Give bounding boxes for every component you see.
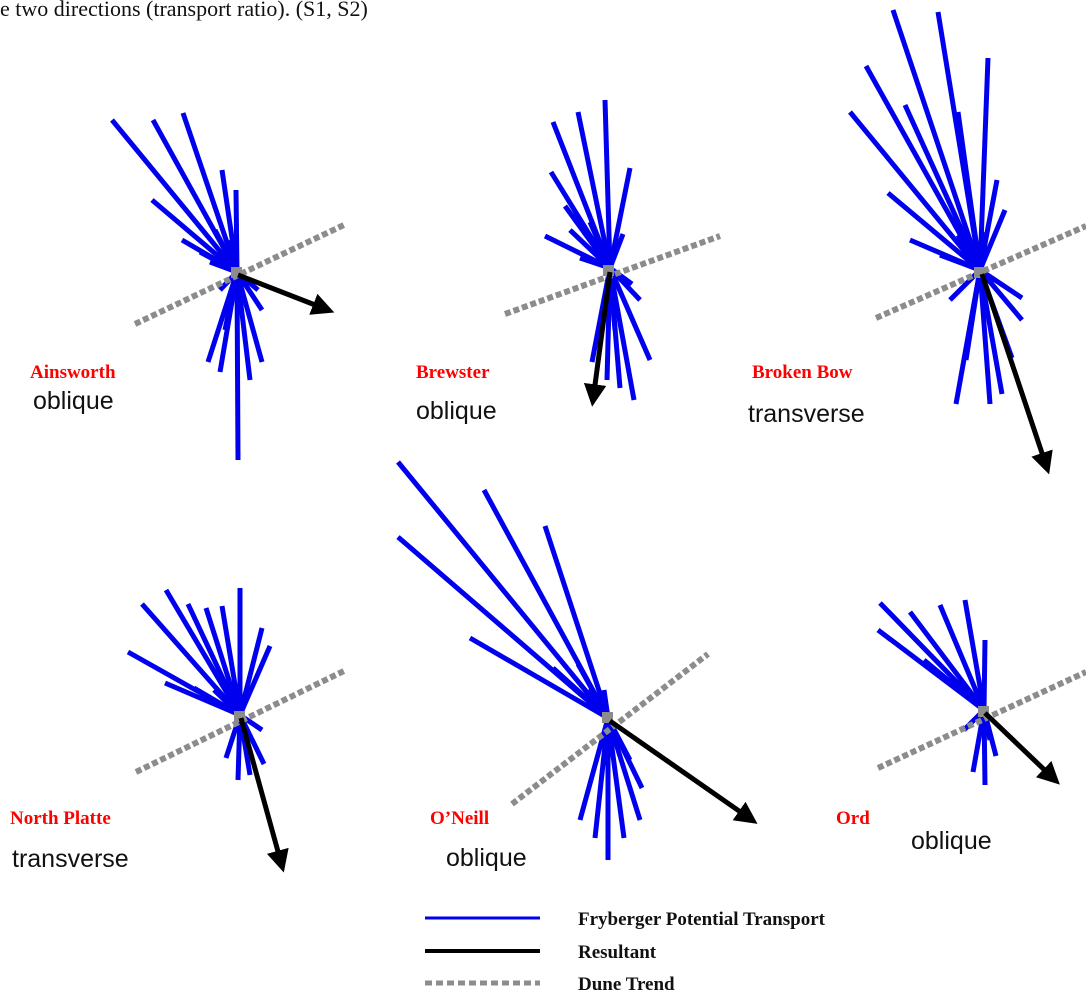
resultant-arrow (238, 717, 289, 873)
legend: Fryberger Potential Transport Resultant … (425, 909, 826, 993)
resultant-arrow (979, 273, 1053, 475)
station-name: Brewster (416, 362, 490, 383)
resultant-arrow (983, 711, 1060, 785)
dune-trend-line (510, 651, 710, 807)
station-center (974, 267, 985, 278)
dune-type-label: oblique (416, 397, 497, 425)
rose-broken-bow: Broken Bow transverse (748, 9, 1086, 475)
rose-ord: Ord oblique (836, 599, 1086, 855)
dune-trend-line (503, 233, 722, 317)
station-center (234, 711, 245, 722)
dune-trend-line (133, 221, 348, 327)
resultant-arrow (583, 271, 613, 407)
legend-dune-trend-label: Dune Trend (578, 974, 675, 993)
transport-rays (848, 9, 1024, 405)
legend-transport-label: Fryberger Potential Transport (578, 909, 826, 930)
station-name: Ainsworth (30, 362, 116, 383)
transport-rays (126, 588, 273, 781)
station-center (602, 712, 613, 723)
dune-type-label: oblique (33, 387, 114, 415)
station-name: North Platte (10, 808, 111, 829)
rose-oneill: O’Neill oblique (396, 460, 758, 872)
transport-rays (110, 112, 265, 461)
transport-rays (876, 599, 999, 786)
dune-trend-line (874, 223, 1086, 321)
station-name: O’Neill (430, 808, 489, 829)
rose-ainsworth: Ainsworth oblique (30, 112, 348, 461)
station-center (231, 267, 242, 278)
transport-rays (396, 460, 645, 860)
station-name: Ord (836, 808, 870, 829)
resultant-arrow (608, 718, 758, 824)
dune-trend-line (876, 669, 1086, 771)
rose-brewster: Brewster oblique (416, 99, 722, 425)
dune-type-label: oblique (911, 827, 992, 855)
dune-type-label: transverse (12, 845, 129, 873)
station-name: Broken Bow (752, 362, 853, 383)
dune-type-label: oblique (446, 844, 527, 872)
legend-resultant-label: Resultant (578, 942, 657, 963)
station-center (603, 265, 614, 276)
dune-type-label: transverse (748, 400, 865, 428)
rose-north-platte: North Platte transverse (10, 588, 348, 873)
station-center (978, 706, 989, 717)
resultant-arrow (237, 272, 335, 315)
figure-caption: e two directions (transport ratio). (S1,… (0, 0, 368, 21)
dune-trend-line (134, 667, 348, 775)
